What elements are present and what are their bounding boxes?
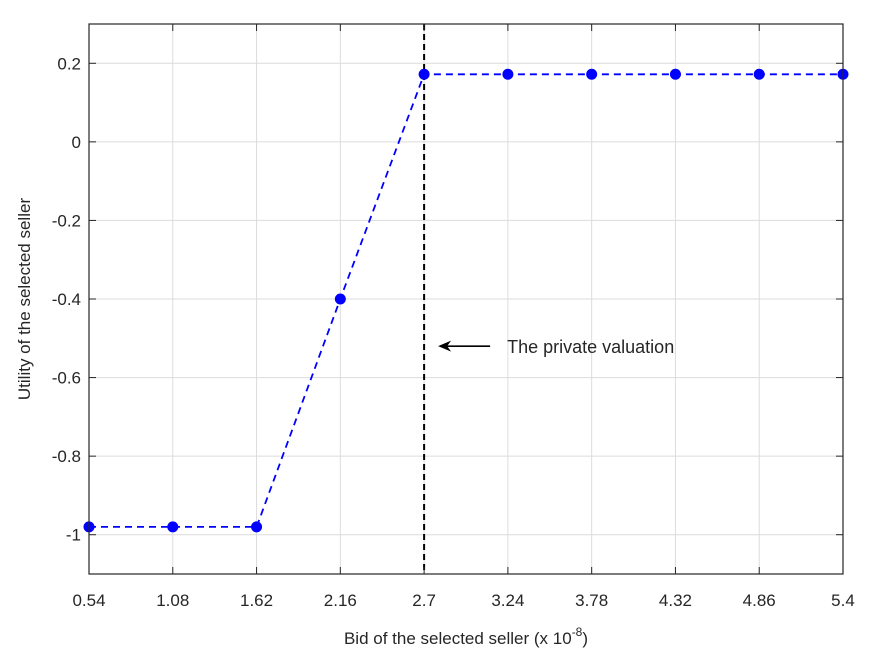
y-tick-label: 0.2 <box>57 54 81 73</box>
x-tick-label: 1.62 <box>240 591 273 610</box>
annotation-text: The private valuation <box>507 337 674 357</box>
data-point <box>167 521 179 533</box>
x-axis-label-exponent: -8 <box>572 625 583 639</box>
x-axis-label-suffix: ) <box>582 629 588 648</box>
x-tick-label: 2.16 <box>324 591 357 610</box>
data-point <box>251 521 263 533</box>
data-point <box>586 68 598 80</box>
y-tick-label: -0.6 <box>52 369 81 388</box>
data-point <box>669 68 681 80</box>
x-tick-label: 5.4 <box>831 591 855 610</box>
x-tick-label: 1.08 <box>156 591 189 610</box>
y-tick-label: 0 <box>72 133 81 152</box>
x-tick-label: 4.86 <box>743 591 776 610</box>
y-axis-label: Utility of the selected seller <box>15 198 34 401</box>
x-axis-label-text: Bid of the selected seller (x 10 <box>344 629 572 648</box>
x-tick-label: 2.7 <box>412 591 436 610</box>
data-point <box>502 68 514 80</box>
series-line <box>89 73 843 528</box>
x-tick-label: 0.54 <box>72 591 105 610</box>
y-axis: 0.2 0 -0.2 -0.4 -0.6 -0.8 -1 <box>52 54 843 545</box>
y-tick-label: -0.2 <box>52 211 81 230</box>
x-tick-label: 3.78 <box>575 591 608 610</box>
data-point <box>418 68 430 80</box>
y-tick-label: -1 <box>66 526 81 545</box>
annotation-arrow-head <box>438 340 452 352</box>
x-axis: 0.54 1.08 1.62 2.16 2.7 3.24 3.78 4.32 4.86 5.4 <box>72 24 855 610</box>
data-point <box>753 68 765 80</box>
x-tick-label: 4.32 <box>659 591 692 610</box>
y-tick-label: -0.8 <box>52 447 81 466</box>
x-axis-label: Bid of the selected seller (x 10-8) <box>344 625 588 648</box>
x-tick-label: 3.24 <box>491 591 524 610</box>
annotation: The private valuation <box>438 337 674 357</box>
y-tick-label: -0.4 <box>52 290 81 309</box>
series-layer <box>83 68 849 533</box>
data-point <box>334 293 346 305</box>
grid <box>88 24 844 574</box>
